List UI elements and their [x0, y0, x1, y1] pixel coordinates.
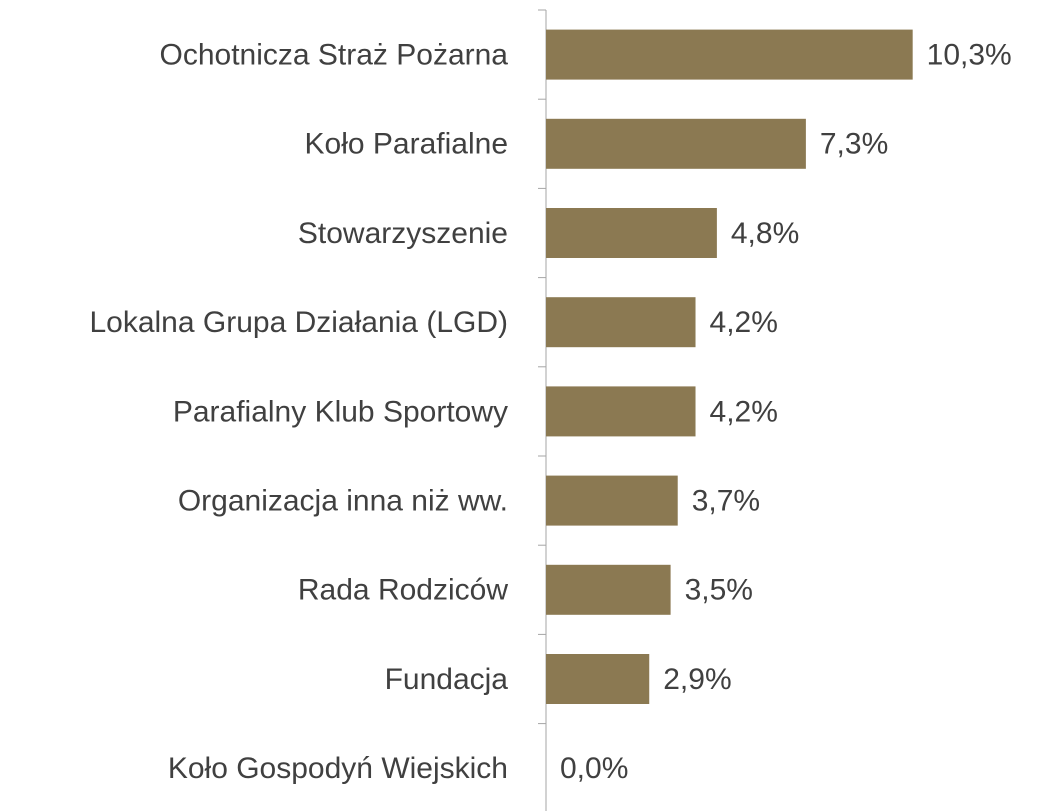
- value-label: 4,8%: [731, 217, 799, 250]
- value-label: 0,0%: [560, 752, 628, 785]
- category-label: Parafialny Klub Sportowy: [173, 395, 508, 428]
- category-label: Stowarzyszenie: [298, 217, 508, 250]
- category-label: Koło Parafialne: [305, 128, 508, 161]
- bar: [546, 208, 717, 258]
- bar: [546, 564, 671, 615]
- value-label: 7,3%: [820, 128, 888, 161]
- bar: [546, 475, 678, 526]
- value-label: 2,9%: [663, 663, 731, 696]
- bar: [546, 654, 650, 704]
- value-label: 4,2%: [710, 395, 778, 428]
- value-label: 10,3%: [927, 39, 1012, 72]
- category-label: Lokalna Grupa Działania (LGD): [89, 306, 508, 339]
- category-label: Ochotnicza Straż Pożarna: [159, 39, 508, 72]
- category-label: Organizacja inna niż ww.: [178, 485, 508, 518]
- value-label: 3,7%: [692, 485, 760, 518]
- bar: [546, 29, 913, 80]
- bar: [546, 386, 696, 437]
- category-label: Rada Rodziców: [298, 574, 508, 607]
- value-label: 4,2%: [710, 306, 778, 339]
- category-label: Koło Gospodyń Wiejskich: [168, 752, 508, 785]
- category-label: Fundacja: [385, 663, 509, 696]
- value-label: 3,5%: [685, 574, 753, 607]
- bar: [546, 118, 806, 169]
- bar: [546, 297, 696, 348]
